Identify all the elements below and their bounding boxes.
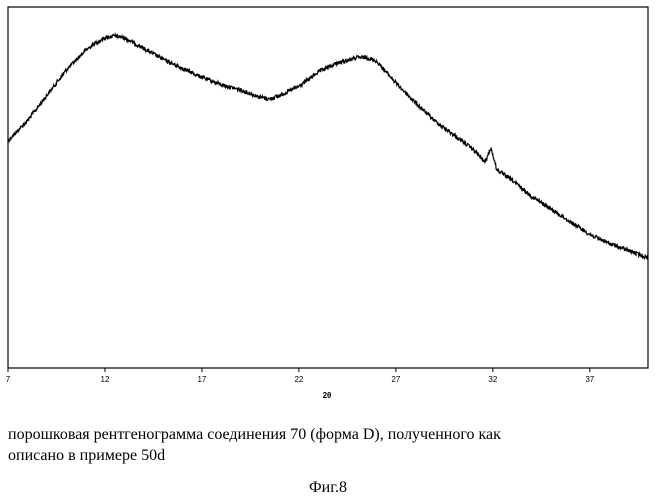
xrpd-chart: 7 12 17 22 27 32 37 2θ [0, 0, 656, 400]
diffraction-pattern-line [8, 34, 648, 260]
caption-line-1: порошковая рентгенограмма соединения 70 … [8, 424, 648, 445]
caption-line-2: описано в примере 50d [8, 445, 648, 466]
figure-label: Фиг.8 [0, 479, 656, 497]
x-tick-label: 32 [488, 375, 497, 384]
x-tick-label: 12 [101, 375, 110, 384]
x-tick-label: 22 [294, 375, 303, 384]
plot-frame [8, 7, 648, 368]
x-axis-label: 2θ [323, 391, 332, 400]
x-tick-label: 37 [585, 375, 594, 384]
x-axis-tick-labels: 7 12 17 22 27 32 37 [6, 375, 595, 384]
x-tick-label: 7 [6, 375, 11, 384]
x-tick-label: 27 [391, 375, 400, 384]
x-tick-label: 17 [197, 375, 206, 384]
figure-caption: порошковая рентгенограмма соединения 70 … [8, 424, 648, 466]
